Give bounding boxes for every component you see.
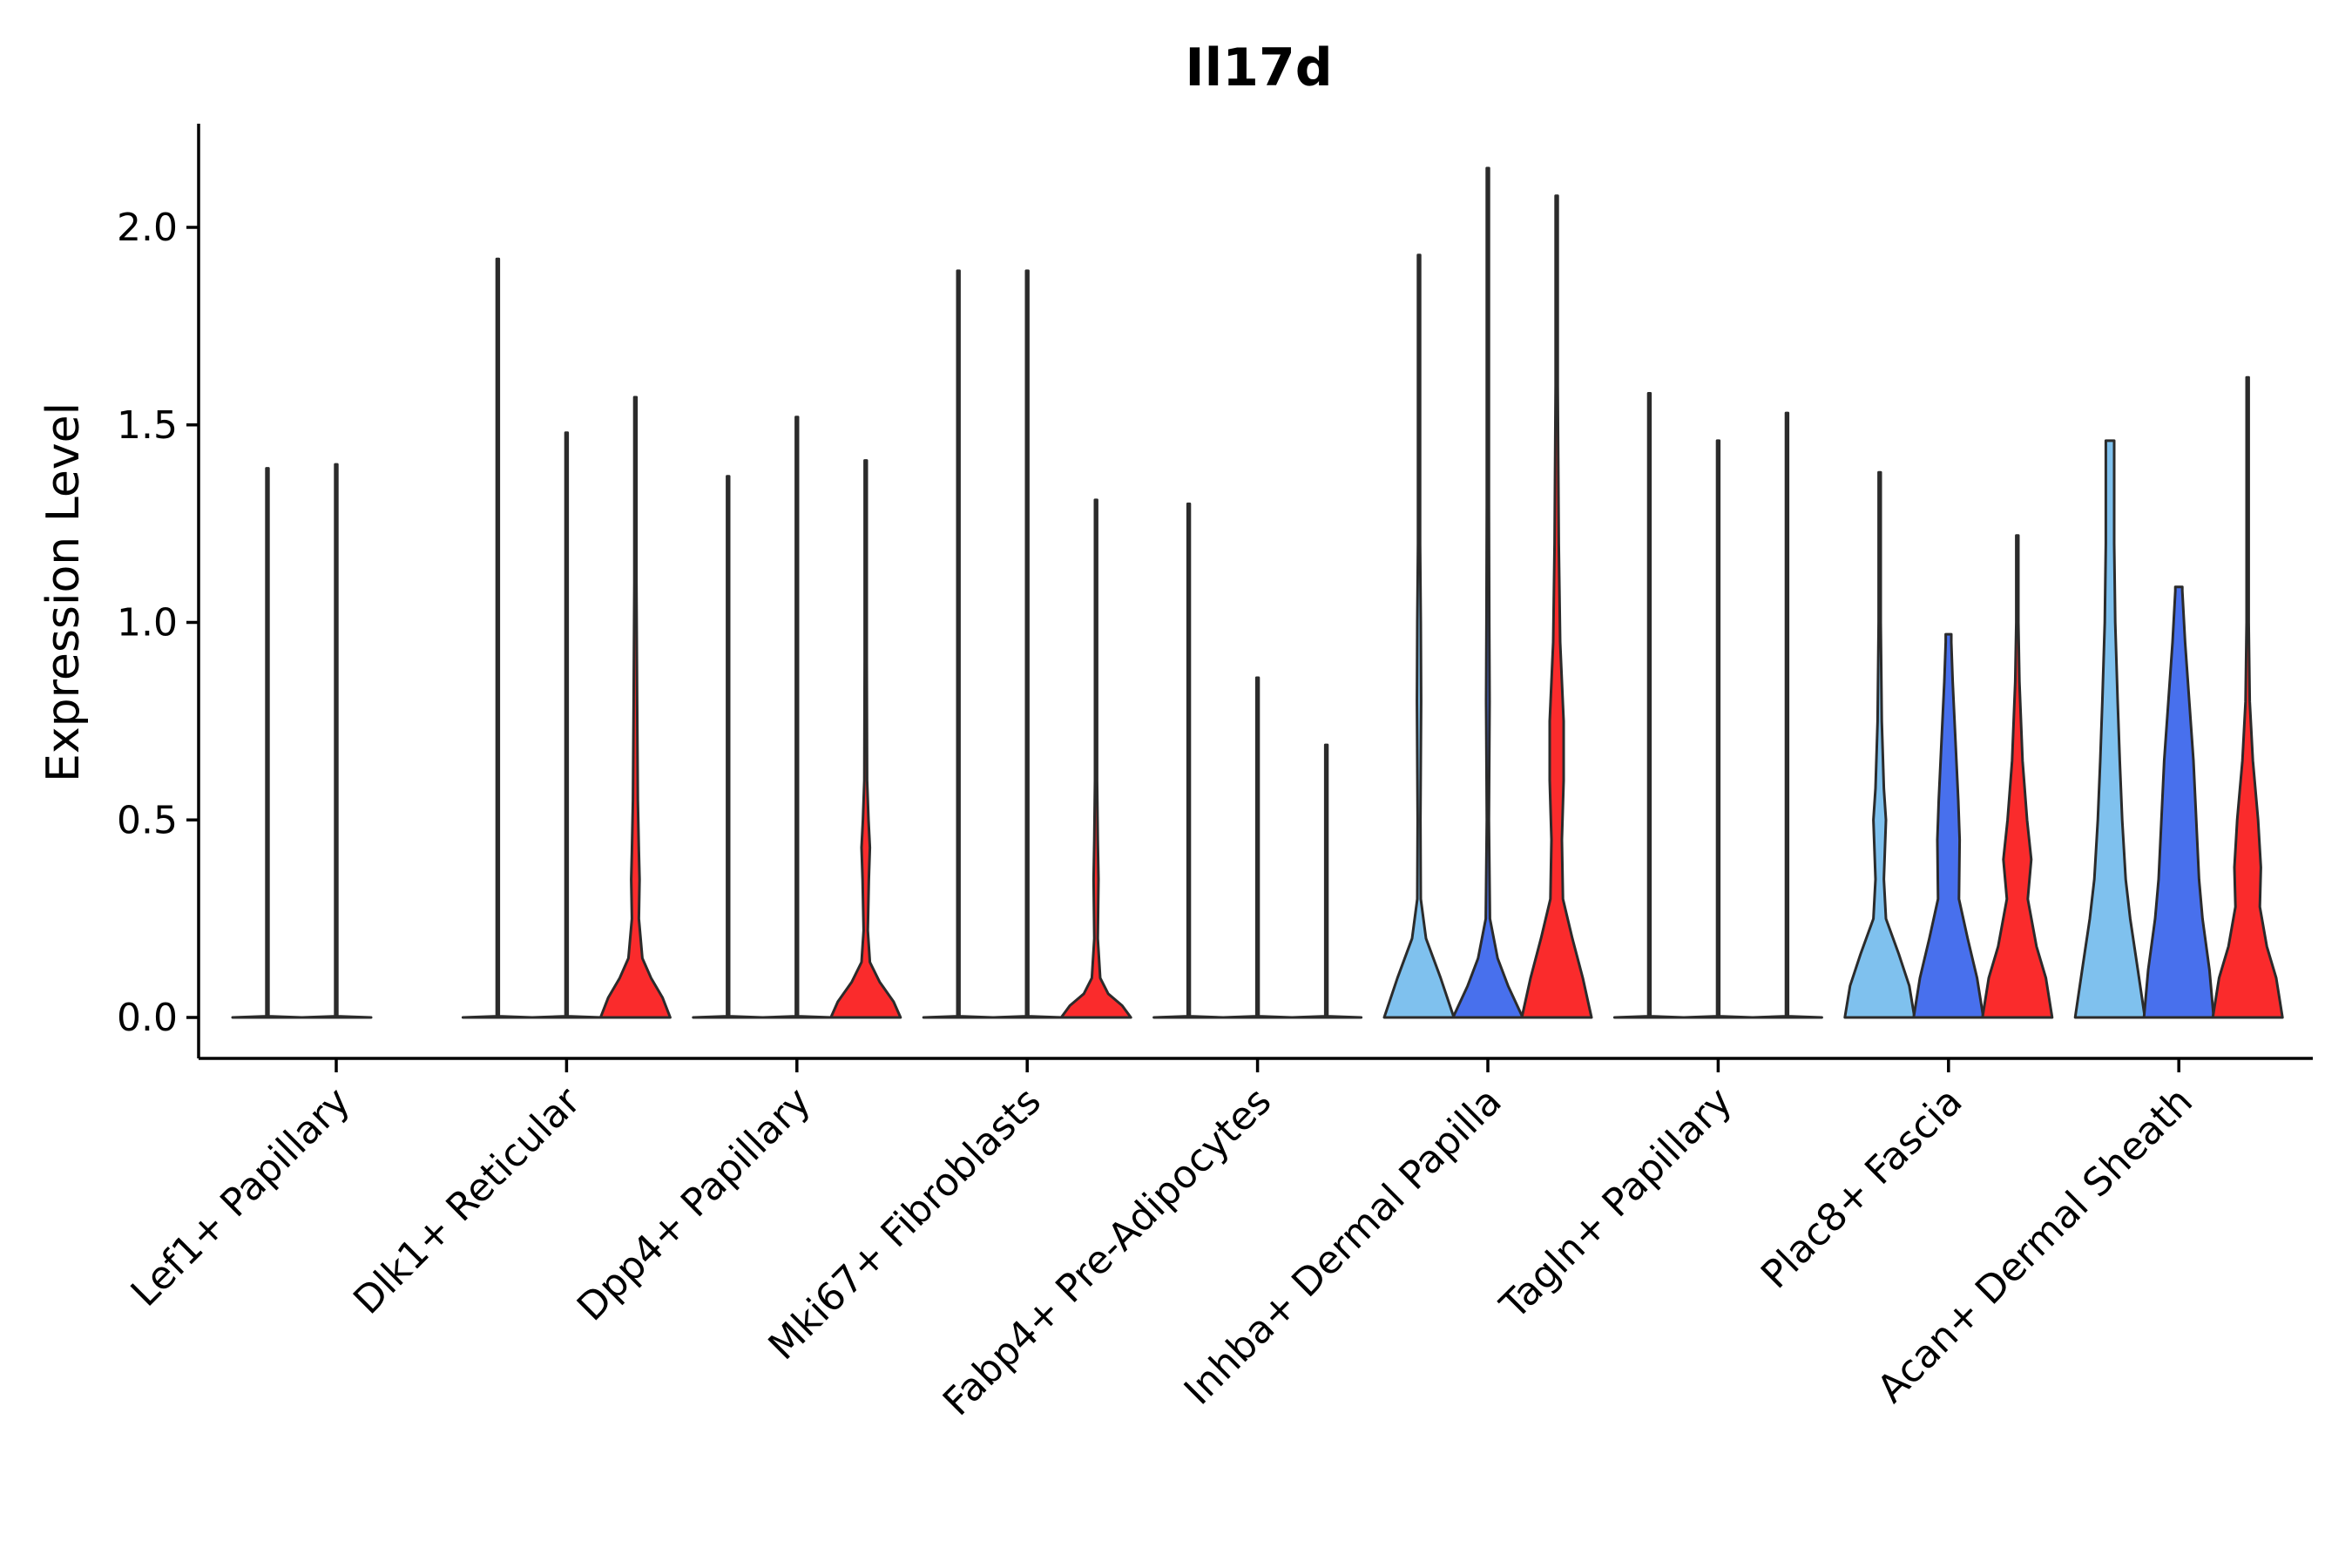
y-tick-label-2: 1.0	[117, 601, 178, 645]
violin-1-0	[461, 257, 534, 1019]
violin-1-2	[598, 395, 672, 1019]
violin-3-1	[990, 269, 1064, 1019]
violin-2-0	[692, 475, 765, 1019]
violin-1-1	[530, 431, 603, 1019]
violin-5-0	[1382, 253, 1456, 1019]
violin-3-0	[922, 269, 995, 1019]
violin-0-0	[231, 467, 304, 1019]
violin-0-1	[300, 463, 373, 1019]
y-tick-label-1: 0.5	[117, 798, 178, 842]
y-tick-label-3: 1.5	[117, 403, 178, 448]
violin-6-2	[1750, 411, 1823, 1019]
violin-5-1	[1451, 166, 1524, 1019]
y-axis-label: Expression Level	[37, 402, 90, 782]
violin-3-2	[1059, 498, 1132, 1019]
violin-4-0	[1152, 502, 1226, 1019]
violin-6-1	[1681, 439, 1754, 1019]
violin-4-1	[1221, 676, 1294, 1019]
violin-4-2	[1290, 743, 1363, 1019]
violin-5-2	[1520, 194, 1593, 1019]
violins-layer	[231, 166, 2284, 1019]
violin-8-0	[2073, 439, 2146, 1019]
violin-6-0	[1612, 392, 1686, 1019]
x-tick-label-7: Plac8+ Fascia	[1753, 1079, 1971, 1298]
violin-7-2	[1981, 534, 2054, 1019]
x-tick-label-6: Tagln+ Papillary	[1491, 1079, 1740, 1328]
x-tick-label-2: Dpp4+ Papillary	[569, 1079, 820, 1330]
violin-2-2	[829, 459, 902, 1019]
y-tick-label-4: 2.0	[117, 206, 178, 250]
violin-2-1	[760, 416, 834, 1019]
y-tick-label-0: 0.0	[117, 996, 178, 1040]
chart-title: Il17d	[1185, 37, 1332, 98]
violin-7-0	[1843, 470, 1916, 1019]
violin-7-1	[1912, 632, 1985, 1019]
axes-layer	[197, 124, 2313, 1060]
violin-8-2	[2211, 375, 2284, 1019]
x-tick-label-0: Lef1+ Papillary	[123, 1079, 359, 1315]
x-tick-label-1: Dlk1+ Reticular	[345, 1078, 590, 1323]
violin-8-1	[2142, 585, 2215, 1019]
